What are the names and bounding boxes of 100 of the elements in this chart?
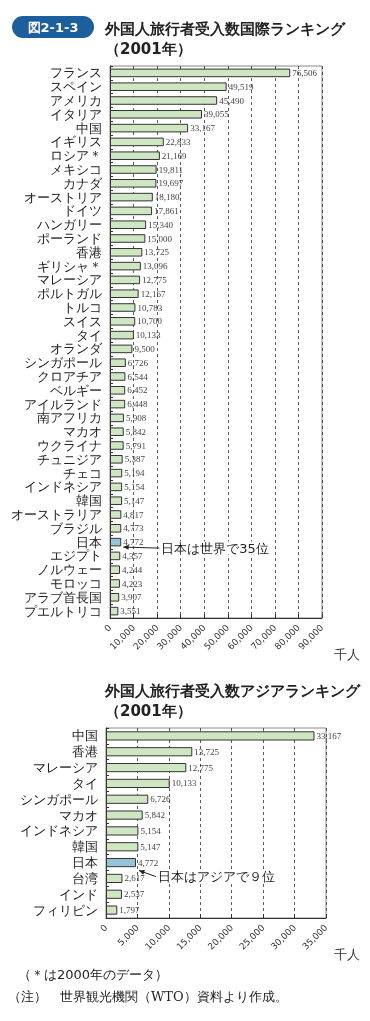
data-label: 10,133 — [135, 330, 162, 341]
y-tick-label: アラブ首長国 — [24, 589, 102, 605]
y-tick-label: ポーランド — [37, 231, 102, 246]
y-tick-label: ブラジル — [50, 520, 102, 536]
y-tick-label: アメリカ — [50, 93, 102, 108]
y-tick-label: フィリピン — [33, 902, 98, 918]
y-tick-label: プエルトリコ — [24, 603, 102, 619]
data-label: 4,773 — [123, 523, 144, 534]
y-tick-label: 日本 — [76, 534, 102, 550]
y-tick-label: タイ — [72, 775, 98, 791]
data-label: 4,772 — [123, 537, 144, 548]
x-axis-title: 千人 — [334, 947, 360, 962]
y-tick-label: オーストラリア — [11, 507, 102, 522]
y-tick-label: 南アフリカ — [37, 410, 102, 426]
y-tick-label: ギリシャ＊ — [37, 258, 102, 274]
y-tick-label: ポルトガル — [37, 286, 102, 302]
y-tick-label: フランス — [50, 65, 102, 81]
y-tick-label: スイス — [63, 313, 102, 329]
y-tick-label: 中国 — [76, 120, 102, 136]
data-label: 10,133 — [171, 778, 197, 789]
data-label: 18,180 — [154, 192, 181, 203]
y-tick-label: オランダ — [50, 341, 103, 357]
y-tick-label: モロッコ — [50, 576, 102, 591]
data-label: 3,551 — [120, 606, 141, 617]
data-label: 13,096 — [142, 261, 169, 272]
y-tick-label: 韓国 — [76, 493, 102, 509]
data-label: 5,147 — [140, 841, 162, 852]
y-tick-label: ノルウェー — [37, 562, 102, 578]
x-axis-title: 千人 — [334, 647, 360, 662]
y-tick-label: メキシコ — [50, 162, 102, 177]
text: （＊は2000年のデータ） — [18, 967, 169, 982]
data-label: 3,907 — [121, 592, 142, 603]
x-tick-label: 0 — [102, 622, 114, 634]
data-label: 13,725 — [144, 247, 170, 258]
data-label: 45,490 — [219, 95, 245, 106]
y-tick-label: 香港 — [76, 244, 102, 260]
data-label: 76,506 — [292, 67, 318, 78]
y-tick-label: ドイツ — [63, 203, 102, 219]
y-tick-label: ベルギー — [50, 382, 102, 398]
data-label: 49,519 — [228, 81, 254, 92]
data-label: 4,817 — [123, 509, 145, 520]
data-label: 5,194 — [124, 468, 145, 479]
y-tick-label: インドネシア — [24, 479, 102, 495]
y-tick-label: インド — [59, 886, 98, 902]
x-tick-label: 0 — [98, 922, 110, 934]
y-tick-label: エジプト — [50, 548, 102, 564]
y-tick-label: ウクライナ — [37, 438, 102, 453]
data-label: 22,833 — [165, 136, 192, 147]
data-label: 39,055 — [204, 109, 230, 120]
annotation: 日本は世界で35位 — [161, 540, 269, 556]
data-label: 15,000 — [147, 233, 173, 244]
data-label: 5,908 — [125, 412, 147, 423]
y-tick-label: マカオ — [63, 424, 102, 440]
y-tick-label: シンガポール — [20, 791, 98, 807]
data-label: 12,775 — [188, 762, 214, 773]
y-tick-label: ハンガリー — [36, 217, 102, 233]
y-tick-label: マカオ — [59, 807, 98, 823]
caption: 図2-1-3 — [27, 19, 79, 35]
y-tick-label: イタリア — [50, 106, 102, 122]
data-label: 4,223 — [121, 578, 143, 589]
data-label: 2,617 — [124, 873, 146, 884]
y-tick-label: アイルランド — [24, 396, 102, 412]
y-tick-label: カナダ — [63, 175, 103, 191]
y-tick-label: 韓国 — [72, 839, 98, 855]
y-tick-label: シンガポール — [24, 355, 102, 371]
annotation: 日本はアジアで９位 — [158, 869, 275, 885]
y-tick-label: オーストリア — [24, 189, 102, 205]
y-tick-label: 中国 — [72, 728, 98, 744]
data-label: 19,697 — [158, 178, 184, 189]
y-tick-label: トルコ — [63, 300, 102, 315]
y-tick-label: スペイン — [50, 79, 102, 95]
data-label: 17,861 — [154, 205, 179, 216]
data-label: 9,500 — [134, 343, 156, 354]
data-label: 6,448 — [127, 399, 148, 410]
data-label: 15,340 — [148, 219, 174, 230]
text: （注） 世界観光機関（WTO）資料より作成。 — [8, 989, 288, 1004]
data-label: 33,167 — [316, 730, 342, 741]
data-label: 12,167 — [140, 288, 166, 299]
data-label: 21,169 — [161, 150, 188, 161]
y-tick-label: タイ — [76, 327, 102, 343]
data-label: 5,154 — [124, 481, 145, 492]
data-label: 33,167 — [190, 123, 216, 134]
y-tick-label: チュニジア — [37, 451, 102, 467]
data-label: 4,244 — [122, 564, 143, 575]
data-label: 5,147 — [124, 495, 145, 506]
data-label: 5,387 — [124, 454, 146, 465]
data-label: 12,775 — [142, 274, 168, 285]
data-label: 4,357 — [122, 550, 144, 561]
y-tick-label: マレーシア — [37, 272, 102, 288]
data-label: 6,726 — [127, 357, 149, 368]
data-label: 6,726 — [150, 794, 172, 805]
data-label: 10,783 — [137, 302, 163, 313]
data-label: 5,154 — [140, 825, 162, 836]
data-label: 6,452 — [127, 385, 148, 396]
y-tick-label: 日本 — [72, 855, 98, 871]
y-tick-label: インドネシア — [20, 823, 98, 839]
data-label: 4,772 — [138, 857, 159, 868]
data-label: 5,842 — [144, 810, 165, 821]
chart-title: 外国人旅行者受入数国際ランキング（2001年） — [104, 20, 346, 58]
data-label: 19,811 — [158, 164, 184, 175]
